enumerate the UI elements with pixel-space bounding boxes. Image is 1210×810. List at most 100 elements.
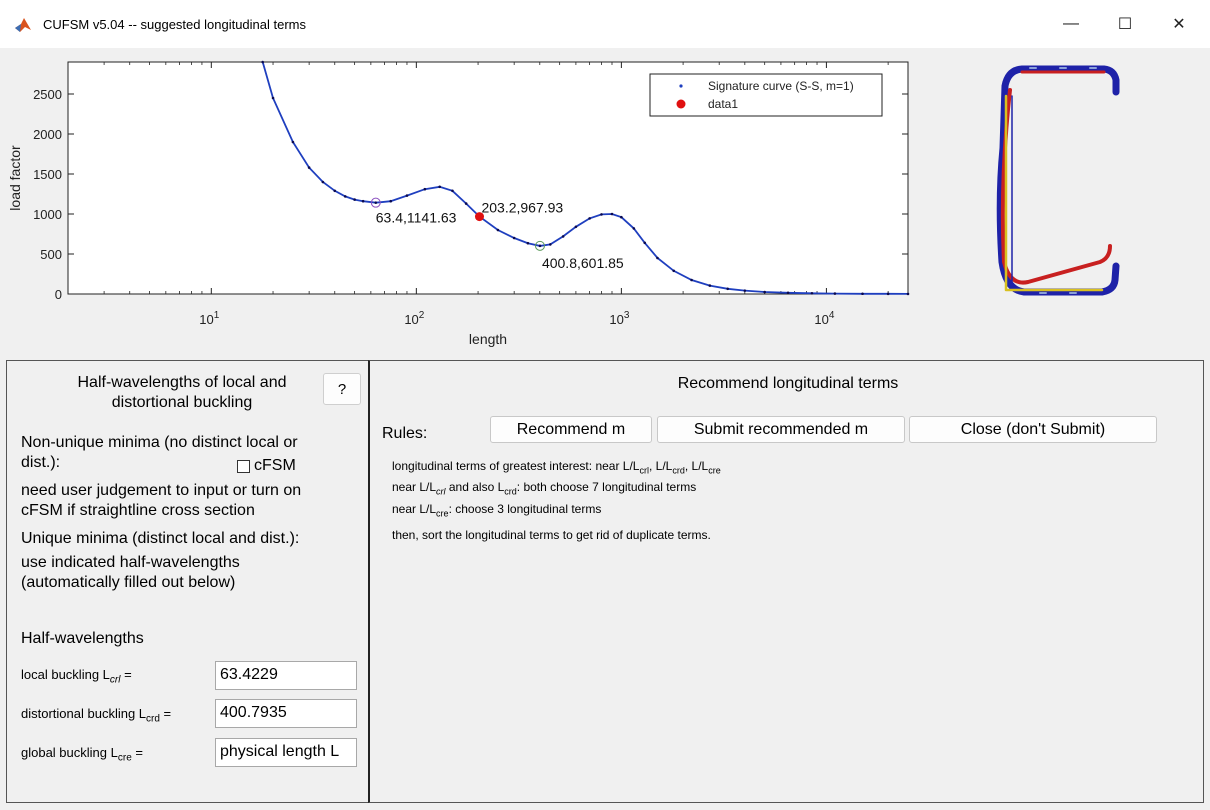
signature-curve-point xyxy=(743,289,747,292)
nonunique-line2: dist.): xyxy=(21,454,61,471)
signature-curve-point xyxy=(307,166,311,169)
cfsm-checkbox[interactable]: cFSM xyxy=(237,457,296,475)
minimum-marker xyxy=(370,197,381,208)
global-label-sub: cre xyxy=(117,752,132,764)
signature-curve-point xyxy=(438,185,442,189)
signature-curve-point xyxy=(389,199,393,203)
signature-curve-point xyxy=(708,284,712,287)
signature-curve-point xyxy=(496,228,500,232)
judgement-line2: cFSM if straightline cross section xyxy=(21,502,255,519)
dist-label-sub: crd xyxy=(146,713,160,725)
judgement-text: need user judgement to input or turn on … xyxy=(21,481,301,521)
signature-curve-point xyxy=(343,195,347,198)
y-tick-label: 1000 xyxy=(33,207,62,222)
y-tick-label: 0 xyxy=(55,287,62,302)
maximize-icon: ☐ xyxy=(1117,16,1133,33)
global-buckling-input[interactable]: physical length L xyxy=(215,738,357,767)
rule-line-3: near L/Lcre: choose 3 longitudinal terms xyxy=(392,502,602,519)
annotation-label: 400.8,601.85 xyxy=(542,255,624,271)
signature-curve-point xyxy=(548,243,552,246)
annotation-layer: 63.4,1141.63 203.2,967.93 400.8,601.85 xyxy=(370,197,624,271)
global-label-text: global buckling L xyxy=(21,745,118,760)
judgement-line1: need user judgement to input or turn on xyxy=(21,482,302,499)
nonunique-line1: Non-unique minima (no distinct local or xyxy=(21,434,298,451)
signature-curve-point xyxy=(561,235,565,238)
signature-curve-point xyxy=(600,213,603,216)
signature-curve-point xyxy=(423,187,427,191)
window-title: CUFSM v5.04 -- suggested longitudinal te… xyxy=(43,17,307,32)
maximize-button[interactable]: ☐ xyxy=(1098,0,1152,48)
data1-marker xyxy=(474,212,484,222)
close-dont-submit-button[interactable]: Close (don't Submit) xyxy=(909,416,1157,443)
local-buckling-input[interactable]: 63.4229 xyxy=(215,661,357,690)
signature-curve-point xyxy=(353,198,356,201)
submit-recommended-button[interactable]: Submit recommended m xyxy=(657,416,905,443)
signature-curve-point xyxy=(588,217,591,220)
close-window-button[interactable]: ✕ xyxy=(1152,0,1206,48)
signature-curve-point xyxy=(374,201,378,204)
y-tick-label: 500 xyxy=(40,247,62,262)
distortional-buckling-input[interactable]: 400.7935 xyxy=(215,699,357,728)
checkbox-box[interactable] xyxy=(237,459,250,473)
panel-title-line1: Half-wavelengths of local and xyxy=(77,374,287,391)
minimize-button[interactable]: — xyxy=(1044,0,1098,48)
unique-line2: use indicated half-wavelengths xyxy=(21,554,240,571)
global-label-equals: = xyxy=(131,745,143,760)
panel-title-line2: distortional buckling xyxy=(111,394,253,411)
recommend-panel-title: Recommend longitudinal terms xyxy=(677,375,899,392)
rule-line-1: longitudinal terms of greatest interest:… xyxy=(392,459,721,476)
half-wavelengths-heading: Half-wavelengths xyxy=(21,630,144,647)
signature-curve-point xyxy=(810,291,814,295)
signature-curve-point xyxy=(361,199,365,203)
local-label-text: local buckling L xyxy=(21,667,110,682)
nonunique-text: Non-unique minima (no distinct local or … xyxy=(21,433,298,473)
y-tick-label: 2500 xyxy=(33,87,62,102)
signature-curve-point xyxy=(620,215,623,219)
y-tick-label: 2000 xyxy=(33,127,62,142)
half-wavelength-panel: Half-wavelengths of local and distortion… xyxy=(6,360,368,803)
signature-curve-point xyxy=(833,292,837,295)
y-axis-ticks: 0 500 1000 1500 2000 2500 xyxy=(33,87,908,302)
x-axis-label: length xyxy=(469,331,507,347)
x-axis-ticks: 101 102 103 104 xyxy=(67,62,889,327)
local-buckling-label: local buckling Lcrl = xyxy=(21,667,132,686)
signature-curve-point xyxy=(643,241,647,245)
rules-label: Rules: xyxy=(382,425,428,442)
help-button[interactable]: ? xyxy=(323,373,361,405)
cfsm-label: cFSM xyxy=(254,457,296,474)
signature-curve-point xyxy=(861,292,864,296)
signature-curve-point xyxy=(726,287,729,291)
signature-curve-point xyxy=(574,225,578,229)
signature-curve-point xyxy=(271,96,275,100)
legend: Signature curve (S-S, m=1) data1 xyxy=(649,73,883,117)
signature-curve-point xyxy=(321,180,325,184)
signature-curve-point xyxy=(333,189,337,193)
half-wavelength-panel-title: Half-wavelengths of local and distortion… xyxy=(37,373,327,413)
signature-curve-chart: 101 102 103 104 0 500 1000 1500 2000 2500 63.4,1… xyxy=(7,60,1120,347)
signature-curve-point xyxy=(291,140,295,144)
legend-label-data1: data1 xyxy=(708,97,738,111)
signature-curve-point xyxy=(672,269,676,273)
dist-label-text: distortional buckling L xyxy=(21,706,147,721)
matlab-icon xyxy=(14,16,32,34)
recommend-m-button[interactable]: Recommend m xyxy=(490,416,652,443)
signature-curve-point xyxy=(405,194,409,197)
recommend-panel: Recommend longitudinal terms Rules: Reco… xyxy=(368,360,1204,803)
series-layer xyxy=(261,60,910,296)
legend-marker-data1 xyxy=(676,99,686,109)
signature-curve-point xyxy=(632,227,636,230)
distortional-buckling-label: distortional buckling Lcrd = xyxy=(21,706,171,725)
dist-label-equals: = xyxy=(159,706,172,721)
rule-line-4: then, sort the longitudinal terms to get… xyxy=(392,528,711,542)
legend-marker-signature xyxy=(679,84,683,88)
unique-text: Unique minima (distinct local and dist.)… xyxy=(21,529,299,593)
signature-curve-point xyxy=(526,241,530,245)
local-label-sub: crl xyxy=(109,674,121,686)
y-axis-label: load factor xyxy=(7,145,23,211)
minimum-marker xyxy=(534,240,545,251)
x-tick-label: 104 xyxy=(814,310,834,327)
unique-line3: (automatically filled out below) xyxy=(21,574,236,591)
signature-curve-point xyxy=(261,60,264,64)
signature-curve-point xyxy=(538,244,542,248)
signature-curve-point xyxy=(786,291,790,295)
